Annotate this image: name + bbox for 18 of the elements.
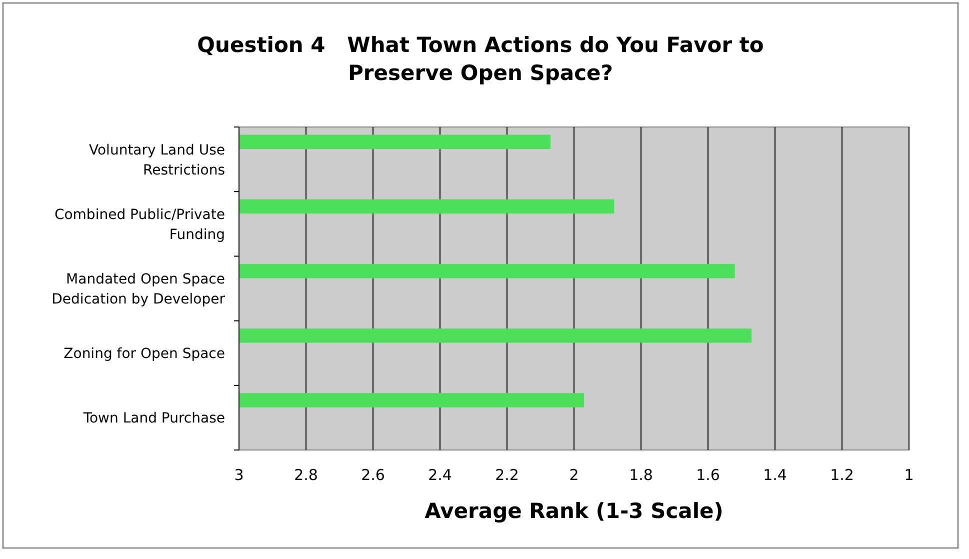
x-tick-label: 2.8 [294, 466, 318, 484]
y-tick-label: Combined Public/Private Funding [54, 206, 225, 243]
x-axis-title: Average Rank (1-3 Scale) [424, 499, 724, 523]
x-tick-label: 1 [904, 466, 914, 484]
y-tick-label: Town Land Purchase [82, 410, 225, 427]
chart-title: Question 4 What Town Actions do You Favor to Preserve Open Space? [197, 33, 764, 85]
x-tick-label: 2.2 [495, 466, 519, 484]
y-tick-label: Zoning for Open Space [64, 346, 225, 362]
x-tick-label: 3 [234, 466, 244, 484]
x-tick-label: 1.8 [629, 466, 653, 484]
x-tick-label: 1.6 [696, 466, 720, 484]
x-tick-label: 1.4 [763, 466, 787, 484]
x-tick-label: 2.6 [361, 466, 385, 484]
x-tick-label: 2 [569, 466, 579, 484]
x-tick-label: 2.4 [428, 466, 452, 484]
y-tick-label: Mandated Open Space Dedication by Developer [52, 272, 226, 308]
y-tick-label: Voluntary Land Use Restrictions [89, 142, 225, 178]
x-tick-label: 1.2 [830, 466, 854, 484]
